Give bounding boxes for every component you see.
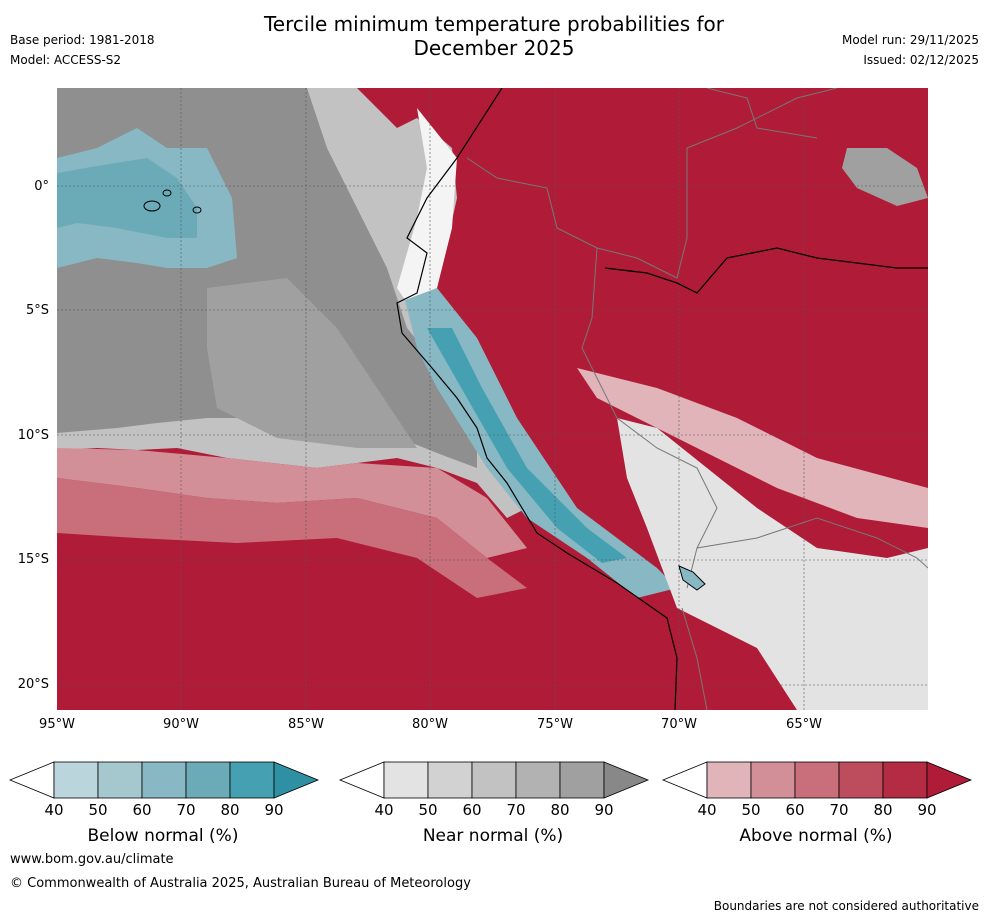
colorbar-segment bbox=[882, 761, 928, 799]
lat-label-5s: 5°S bbox=[25, 303, 49, 318]
colorbar-segment bbox=[383, 761, 429, 799]
lon-label-70w: 70°W bbox=[661, 717, 697, 732]
colorbar-below-normal bbox=[8, 761, 320, 799]
colorbar-segment bbox=[97, 761, 143, 799]
map-svg bbox=[57, 88, 928, 710]
lat-label-15s: 15°S bbox=[17, 552, 49, 567]
colorbar-tick-label: 80 bbox=[873, 801, 893, 819]
lat-label-20s: 20°S bbox=[17, 677, 49, 692]
colorbar-tick-label: 40 bbox=[374, 801, 394, 819]
lon-label-75w: 75°W bbox=[537, 717, 573, 732]
colorbar-tick-label: 70 bbox=[506, 801, 526, 819]
footer-url[interactable]: www.bom.gov.au/climate bbox=[10, 852, 174, 867]
colorbar-tick-label: 60 bbox=[462, 801, 482, 819]
colorbar-tick-label: 60 bbox=[132, 801, 152, 819]
colorbar-above-label: Above normal (%) bbox=[739, 826, 893, 846]
lon-label-95w: 95°W bbox=[39, 717, 75, 732]
probability-map bbox=[57, 88, 928, 710]
colorbar-tick-label: 50 bbox=[418, 801, 438, 819]
colorbar-extend-low bbox=[8, 761, 55, 799]
amazon-river bbox=[604, 247, 928, 294]
colorbar-extend-high bbox=[603, 761, 650, 799]
colorbar-segment bbox=[515, 761, 561, 799]
colorbar-segment bbox=[750, 761, 796, 799]
colorbar-near-label: Near normal (%) bbox=[422, 826, 564, 846]
lat-label-0: 0° bbox=[34, 179, 49, 194]
colorbar-tick-label: 60 bbox=[785, 801, 805, 819]
colorbar-segment bbox=[185, 761, 231, 799]
colorbar-tick-label: 80 bbox=[550, 801, 570, 819]
footer-copyright: © Commonwealth of Australia 2025, Austra… bbox=[10, 876, 471, 891]
colorbar-segment bbox=[838, 761, 884, 799]
below-normal-west-core bbox=[57, 158, 197, 238]
lat-label-10s: 10°S bbox=[17, 428, 49, 443]
colorbar-tick-label: 90 bbox=[264, 801, 284, 819]
colorbar-tick-label: 50 bbox=[741, 801, 761, 819]
above-normal-mid-band bbox=[57, 478, 527, 598]
colorbar-segment bbox=[53, 761, 99, 799]
coastline bbox=[396, 88, 678, 710]
title-line-2: December 2025 bbox=[413, 36, 575, 60]
colorbars-svg bbox=[8, 761, 973, 799]
colorbar-tick-label: 90 bbox=[594, 801, 614, 819]
colorbar-segment bbox=[706, 761, 752, 799]
lon-label-85w: 85°W bbox=[288, 717, 324, 732]
title-line-1: Tercile minimum temperature probabilitie… bbox=[263, 12, 725, 36]
colorbar-segment bbox=[141, 761, 187, 799]
colorbar-tick-label: 40 bbox=[697, 801, 717, 819]
meta-left: Base period: 1981-2018 Model: ACCESS-S2 bbox=[10, 30, 155, 70]
below-normal-coastal bbox=[405, 288, 677, 598]
colorbar-above-normal bbox=[661, 761, 973, 799]
lon-label-65w: 65°W bbox=[786, 717, 822, 732]
galapagos-islands bbox=[143, 189, 202, 214]
issued-date: Issued: 02/12/2025 bbox=[863, 53, 979, 67]
model-name: Model: ACCESS-S2 bbox=[10, 53, 122, 67]
colorbar-segment bbox=[427, 761, 473, 799]
colorbar-tick-label: 70 bbox=[176, 801, 196, 819]
colorbar-extend-low bbox=[338, 761, 385, 799]
colorbar-tick-label: 70 bbox=[829, 801, 849, 819]
colorbar-tick-label: 40 bbox=[44, 801, 64, 819]
colorbar-extend-high bbox=[926, 761, 973, 799]
near-normal-northeast bbox=[842, 148, 928, 206]
meta-right: Model run: 29/11/2025 Issued: 02/12/2025 bbox=[842, 30, 979, 70]
lon-label-80w: 80°W bbox=[412, 717, 448, 732]
near-normal-southeast bbox=[617, 418, 928, 710]
colorbar-tick-label: 80 bbox=[220, 801, 240, 819]
colorbar-extend-high bbox=[273, 761, 320, 799]
footer-note: Boundaries are not considered authoritat… bbox=[713, 899, 979, 913]
country-borders bbox=[466, 88, 928, 710]
above-normal-southeast-light bbox=[577, 368, 928, 528]
colorbar-below-label: Below normal (%) bbox=[87, 826, 239, 846]
near-normal-mid bbox=[207, 278, 417, 448]
colorbar-near-normal bbox=[338, 761, 650, 799]
colorbar-segment bbox=[559, 761, 605, 799]
above-normal-light-band bbox=[57, 448, 527, 558]
colorbar-tick-label: 50 bbox=[88, 801, 108, 819]
colorbar-segment bbox=[794, 761, 840, 799]
below-normal-coastal-core bbox=[427, 328, 627, 563]
colorbar-tick-label: 90 bbox=[917, 801, 937, 819]
graticule bbox=[57, 88, 928, 710]
lon-label-90w: 90°W bbox=[163, 717, 199, 732]
colorbar-extend-low bbox=[661, 761, 708, 799]
map-title: Tercile minimum temperature probabilitie… bbox=[0, 12, 988, 60]
colorbar-segment bbox=[229, 761, 275, 799]
colorbar-segment bbox=[471, 761, 517, 799]
base-period: Base period: 1981-2018 bbox=[10, 33, 155, 47]
coastal-white-band bbox=[397, 108, 457, 300]
lake-titicaca bbox=[678, 565, 706, 591]
model-run: Model run: 29/11/2025 bbox=[841, 33, 979, 47]
